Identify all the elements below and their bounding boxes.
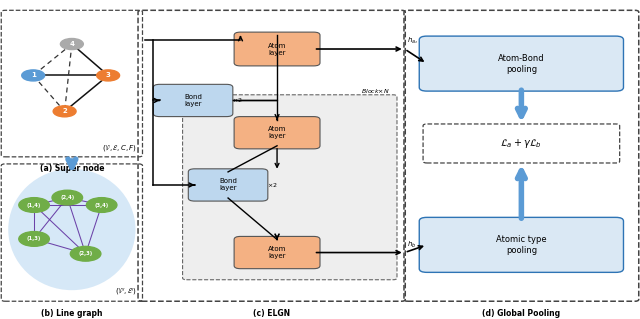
Text: 3: 3 [106,72,111,78]
Text: 2: 2 [62,108,67,114]
FancyBboxPatch shape [182,95,397,280]
Text: Bond
layer: Bond layer [184,94,202,107]
Text: Atom-Bond
pooling: Atom-Bond pooling [498,54,545,74]
Text: $(\mathcal{V}',\mathcal{E}')$: $(\mathcal{V}',\mathcal{E}')$ [115,287,137,298]
Text: (a) Super node: (a) Super node [40,164,104,173]
Circle shape [22,70,45,81]
Text: (1,4): (1,4) [27,203,41,208]
Circle shape [97,70,120,81]
Circle shape [86,198,117,212]
Circle shape [19,232,49,246]
Text: (c) ELGN: (c) ELGN [253,308,290,318]
Circle shape [19,198,49,212]
Text: (2,3): (2,3) [79,251,93,256]
Text: $\times 2$: $\times 2$ [232,96,242,104]
Text: Atomic type
pooling: Atomic type pooling [496,235,547,255]
Text: (d) Global Pooling: (d) Global Pooling [483,308,561,318]
Text: $h_a,h_b$: $h_a,h_b$ [406,36,427,47]
Text: Block$\times N$: Block$\times N$ [362,87,390,95]
Text: $(\mathcal{V},\mathcal{E},C,F)$: $(\mathcal{V},\mathcal{E},C,F)$ [102,143,137,152]
FancyBboxPatch shape [234,236,320,269]
Ellipse shape [8,169,136,290]
FancyBboxPatch shape [154,84,233,117]
Text: (3,4): (3,4) [95,203,109,208]
Circle shape [60,39,83,49]
FancyBboxPatch shape [234,117,320,149]
Circle shape [53,106,76,117]
FancyBboxPatch shape [188,169,268,201]
FancyBboxPatch shape [419,36,623,91]
Text: (1,3): (1,3) [27,236,41,241]
Text: 1: 1 [31,72,36,78]
Text: Atom
layer: Atom layer [268,42,286,56]
Text: (b) Line graph: (b) Line graph [41,308,102,318]
Text: $\mathcal{L}_a + \gamma\mathcal{L}_b$: $\mathcal{L}_a + \gamma\mathcal{L}_b$ [500,137,542,150]
FancyBboxPatch shape [234,32,320,66]
Text: $h_b$: $h_b$ [406,240,416,250]
Text: Bond
layer: Bond layer [219,178,237,191]
Text: (2,4): (2,4) [60,195,74,200]
Circle shape [52,190,83,205]
Circle shape [70,246,101,261]
Text: 4: 4 [69,41,74,47]
FancyBboxPatch shape [419,217,623,272]
Text: $\times 2$: $\times 2$ [266,181,277,189]
Text: Atom
layer: Atom layer [268,126,286,139]
Text: Atom
layer: Atom layer [268,246,286,259]
